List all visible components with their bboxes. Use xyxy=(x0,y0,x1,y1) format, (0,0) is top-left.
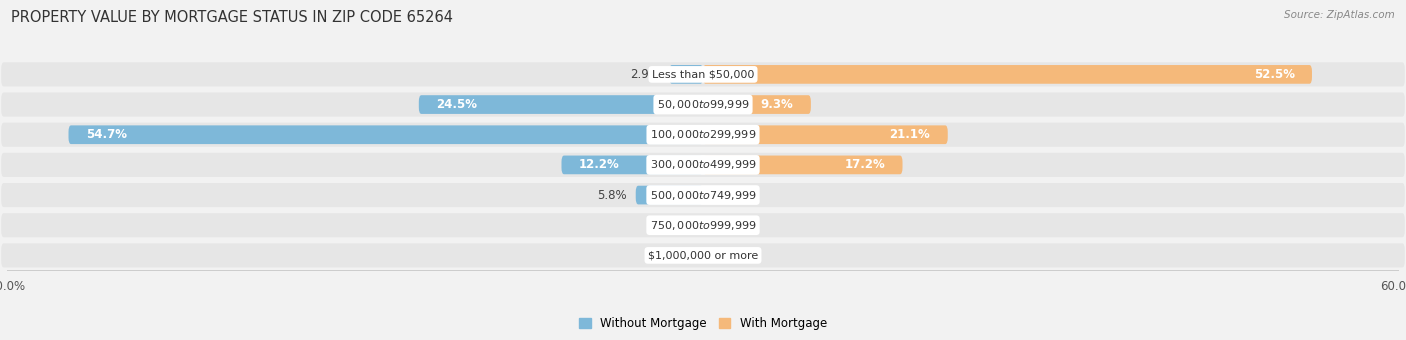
Text: PROPERTY VALUE BY MORTGAGE STATUS IN ZIP CODE 65264: PROPERTY VALUE BY MORTGAGE STATUS IN ZIP… xyxy=(11,10,453,25)
Legend: Without Mortgage, With Mortgage: Without Mortgage, With Mortgage xyxy=(579,317,827,330)
Text: 52.5%: 52.5% xyxy=(1254,68,1295,81)
Text: 54.7%: 54.7% xyxy=(86,128,127,141)
Text: $1,000,000 or more: $1,000,000 or more xyxy=(648,250,758,260)
Text: 17.2%: 17.2% xyxy=(845,158,886,171)
Text: $50,000 to $99,999: $50,000 to $99,999 xyxy=(657,98,749,111)
FancyBboxPatch shape xyxy=(1,123,1405,147)
Text: $500,000 to $749,999: $500,000 to $749,999 xyxy=(650,189,756,202)
FancyBboxPatch shape xyxy=(69,125,703,144)
FancyBboxPatch shape xyxy=(561,155,703,174)
Text: Source: ZipAtlas.com: Source: ZipAtlas.com xyxy=(1284,10,1395,20)
Text: 0.0%: 0.0% xyxy=(714,189,744,202)
FancyBboxPatch shape xyxy=(1,62,1405,86)
FancyBboxPatch shape xyxy=(419,95,703,114)
FancyBboxPatch shape xyxy=(636,186,703,204)
Text: $100,000 to $299,999: $100,000 to $299,999 xyxy=(650,128,756,141)
Text: Less than $50,000: Less than $50,000 xyxy=(652,69,754,80)
FancyBboxPatch shape xyxy=(703,95,811,114)
Text: 0.0%: 0.0% xyxy=(714,219,744,232)
Text: 0.0%: 0.0% xyxy=(662,219,692,232)
FancyBboxPatch shape xyxy=(703,65,1312,84)
FancyBboxPatch shape xyxy=(703,125,948,144)
Text: 12.2%: 12.2% xyxy=(579,158,620,171)
Text: 2.9%: 2.9% xyxy=(630,68,659,81)
Text: 0.0%: 0.0% xyxy=(662,249,692,262)
FancyBboxPatch shape xyxy=(703,155,903,174)
FancyBboxPatch shape xyxy=(1,243,1405,268)
FancyBboxPatch shape xyxy=(1,213,1405,237)
Text: 5.8%: 5.8% xyxy=(596,189,627,202)
Text: $750,000 to $999,999: $750,000 to $999,999 xyxy=(650,219,756,232)
Text: $300,000 to $499,999: $300,000 to $499,999 xyxy=(650,158,756,171)
Text: 24.5%: 24.5% xyxy=(436,98,477,111)
FancyBboxPatch shape xyxy=(1,183,1405,207)
FancyBboxPatch shape xyxy=(669,65,703,84)
Text: 21.1%: 21.1% xyxy=(890,128,931,141)
FancyBboxPatch shape xyxy=(1,92,1405,117)
FancyBboxPatch shape xyxy=(1,153,1405,177)
Text: 9.3%: 9.3% xyxy=(761,98,793,111)
Text: 0.0%: 0.0% xyxy=(714,249,744,262)
